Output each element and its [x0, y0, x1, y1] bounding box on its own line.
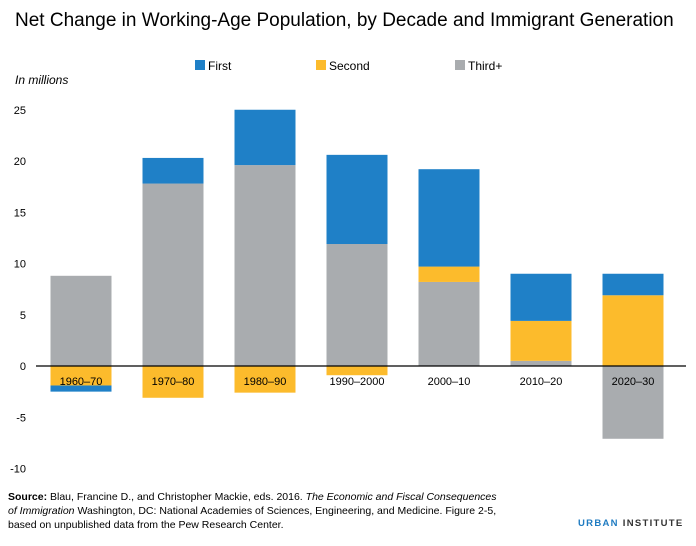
source-note: Source: Blau, Francine D., and Christoph… — [8, 490, 508, 532]
legend-swatch-first — [195, 60, 205, 70]
x-tick-label: 1990–2000 — [329, 376, 384, 388]
source-text-2: Washington, DC: National Academies of Sc… — [8, 505, 497, 531]
source-label: Source: — [8, 491, 48, 503]
legend-swatch-second — [316, 60, 326, 70]
bar-third-5 — [510, 360, 572, 366]
legend-label: First — [208, 59, 232, 73]
y-tick-label: -10 — [10, 464, 26, 476]
bar-third-3 — [326, 244, 388, 366]
bar-second-3 — [326, 366, 388, 376]
bar-third-2 — [234, 165, 296, 366]
y-tick-label: 20 — [14, 156, 26, 168]
bar-first-4 — [418, 169, 480, 267]
bar-third-0 — [50, 275, 112, 366]
y-axis-label: In millions — [15, 73, 69, 87]
x-tick-label: 2010–20 — [520, 376, 563, 388]
bar-second-0 — [50, 366, 112, 386]
bar-first-6 — [602, 273, 664, 296]
bar-third-1 — [142, 183, 204, 366]
bar-first-5 — [510, 273, 572, 321]
bar-second-4 — [418, 266, 480, 282]
legend-label: Second — [329, 59, 370, 73]
stacked-bar-chart: First Second Third+ -10 -5 0 5 10 15 20 25 1960–70 1… — [10, 59, 686, 476]
y-tick-label: -5 — [16, 412, 26, 424]
bar-first-2 — [234, 109, 296, 166]
y-tick-label: 5 — [20, 310, 26, 322]
bar-first-1 — [142, 157, 204, 184]
bar-first-3 — [326, 154, 388, 245]
bar-third-4 — [418, 281, 480, 366]
x-tick-label: 1980–90 — [244, 376, 287, 388]
x-tick-label: 2020–30 — [612, 376, 655, 388]
urban-institute-logo: URBAN INSTITUTE — [578, 518, 684, 529]
x-tick-label: 1960–70 — [60, 376, 103, 388]
bar-second-1 — [142, 366, 204, 398]
x-tick-label: 1970–80 — [152, 376, 195, 388]
y-tick-label: 0 — [20, 361, 26, 373]
chart-title: Net Change in Working-Age Population, by… — [15, 10, 674, 31]
source-title: The Economic and Fiscal Consequences of … — [8, 491, 497, 517]
y-tick-label: 25 — [14, 105, 26, 117]
legend-label: Third+ — [468, 59, 502, 73]
x-tick-label: 2000–10 — [428, 376, 471, 388]
source-text: Blau, Francine D., and Christopher Macki… — [47, 491, 306, 503]
bar-second-6 — [602, 295, 664, 366]
legend-swatch-third — [455, 60, 465, 70]
y-tick-label: 10 — [14, 259, 26, 271]
y-tick-label: 15 — [14, 207, 26, 219]
bar-second-2 — [234, 366, 296, 393]
bar-third-6 — [602, 366, 664, 439]
bar-second-5 — [510, 320, 572, 361]
bar-first-0 — [50, 385, 112, 392]
